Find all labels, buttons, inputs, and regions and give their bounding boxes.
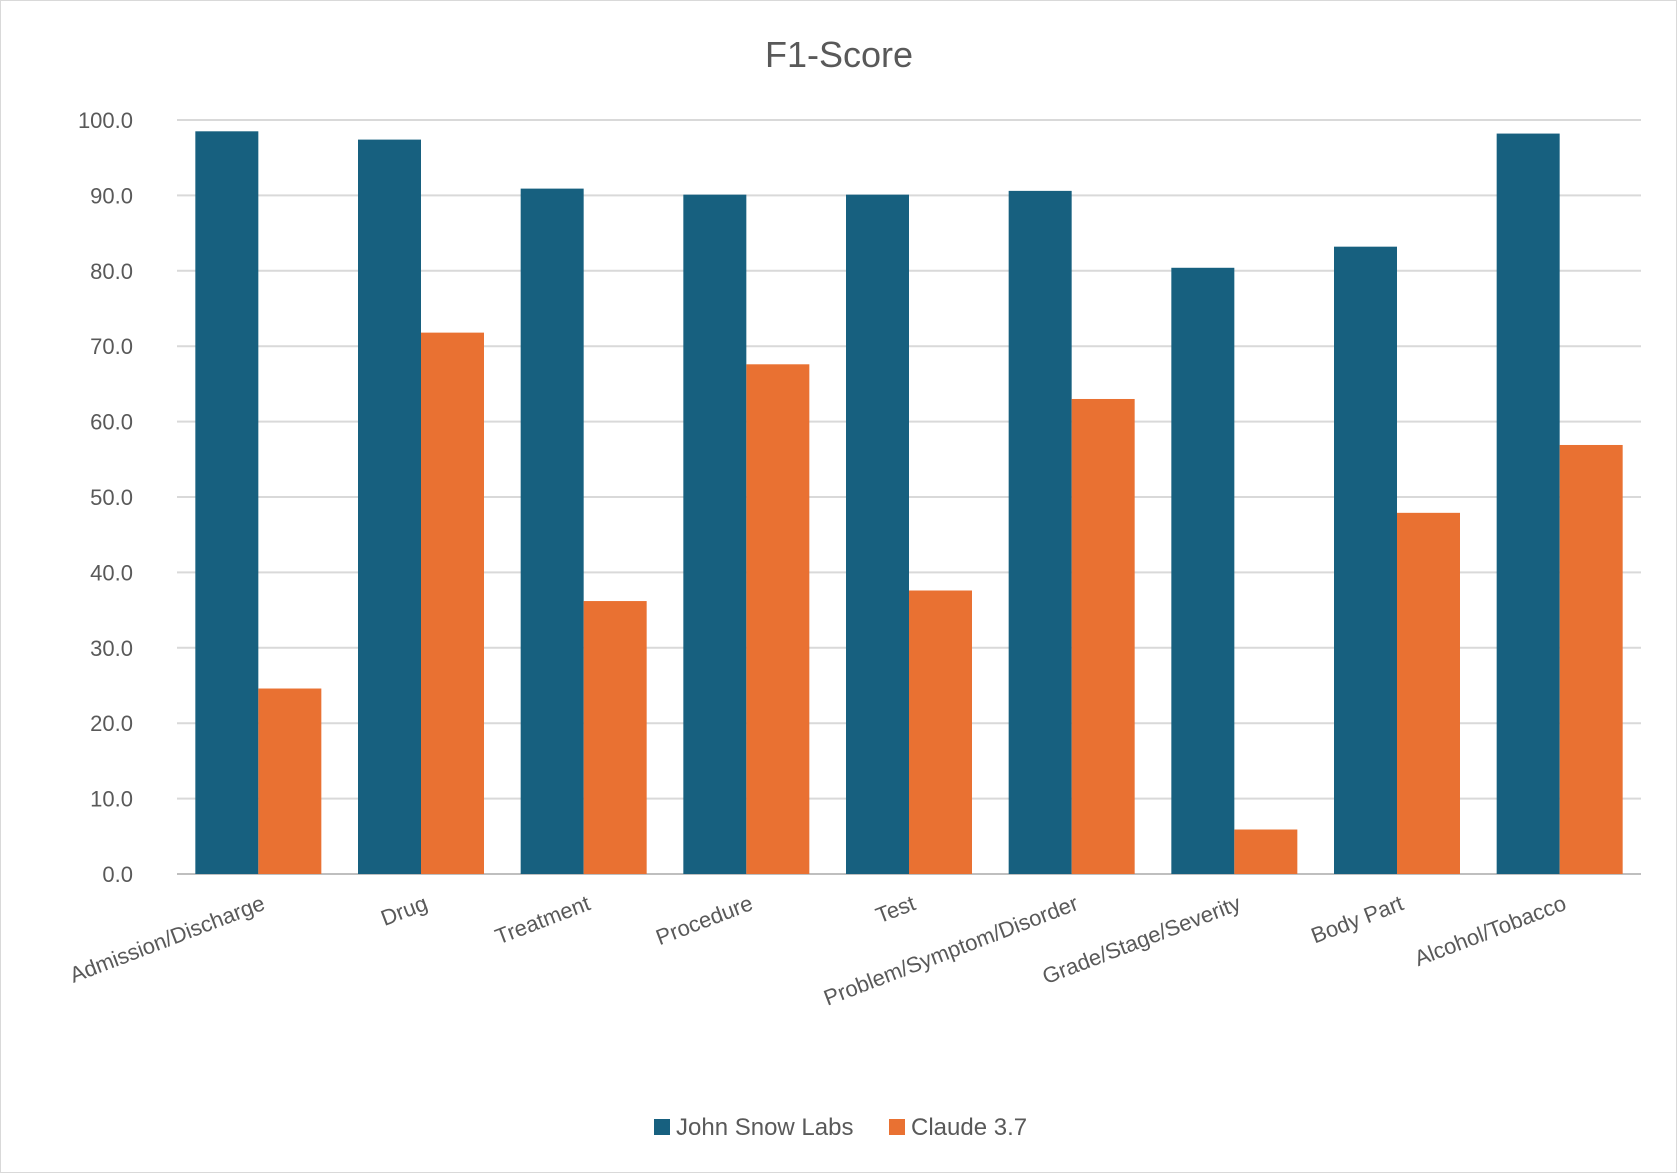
bar-john-snow-labs	[195, 131, 259, 874]
bar-claude-3-7	[746, 364, 810, 874]
legend-item: Claude 3.7	[889, 1114, 1027, 1141]
bar-john-snow-labs	[358, 139, 421, 874]
legend-item: John Snow Labs	[654, 1114, 853, 1141]
bar-john-snow-labs	[1008, 190, 1072, 875]
y-tick-label: 10.0	[90, 787, 133, 812]
bar-claude-3-7	[583, 601, 647, 874]
y-tick-label: 60.0	[90, 410, 133, 435]
x-tick-label: Body Part	[1308, 890, 1407, 948]
bar-claude-3-7	[1559, 444, 1623, 874]
bar-claude-3-7	[421, 332, 484, 874]
y-tick-label: 100.0	[78, 108, 133, 133]
x-tick-label: Admission/Discharge	[66, 890, 268, 987]
bar-claude-3-7	[1397, 512, 1460, 874]
bars	[195, 131, 1623, 875]
bar-john-snow-labs	[1171, 267, 1235, 874]
bar-john-snow-labs	[1334, 246, 1397, 874]
bar-claude-3-7	[1071, 398, 1135, 874]
x-tick-label: Alcohol/Tobacco	[1411, 890, 1570, 971]
bar-john-snow-labs	[1496, 133, 1560, 874]
legend-label: John Snow Labs	[676, 1114, 853, 1141]
x-tick-label: Treatment	[492, 890, 594, 949]
y-tick-label: 20.0	[90, 711, 133, 736]
y-tick-label: 0.0	[102, 862, 133, 887]
bar-claude-3-7	[258, 688, 322, 874]
legend: John Snow Labs Claude 3.7	[654, 1114, 1027, 1141]
legend-swatch	[654, 1119, 670, 1135]
y-tick-label: 80.0	[90, 259, 133, 284]
y-tick-label: 30.0	[90, 636, 133, 661]
y-axis-ticks: 0.0 10.0 20.0 30.0 40.0 50.0 60.0 70.0 80.0 90.0 1…	[78, 108, 133, 887]
legend-label: Claude 3.7	[911, 1114, 1027, 1141]
y-tick-label: 70.0	[90, 334, 133, 359]
y-tick-label: 50.0	[90, 485, 133, 510]
x-tick-label: Test	[872, 890, 919, 928]
x-axis-labels: Admission/Discharge Drug Treatment Procedur…	[66, 890, 1569, 1010]
y-tick-label: 40.0	[90, 560, 133, 585]
bar-john-snow-labs	[846, 194, 909, 874]
chart-title: F1-Score	[765, 34, 913, 75]
bar-claude-3-7	[1234, 829, 1298, 874]
x-tick-label: Problem/Symptom/Disorder	[820, 890, 1081, 1010]
x-tick-label: Drug	[377, 890, 430, 930]
bar-claude-3-7	[909, 590, 972, 874]
x-tick-label: Procedure	[652, 890, 756, 950]
legend-swatch	[889, 1119, 905, 1135]
bar-john-snow-labs	[520, 188, 584, 874]
y-tick-label: 90.0	[90, 183, 133, 208]
bar-john-snow-labs	[683, 194, 747, 874]
